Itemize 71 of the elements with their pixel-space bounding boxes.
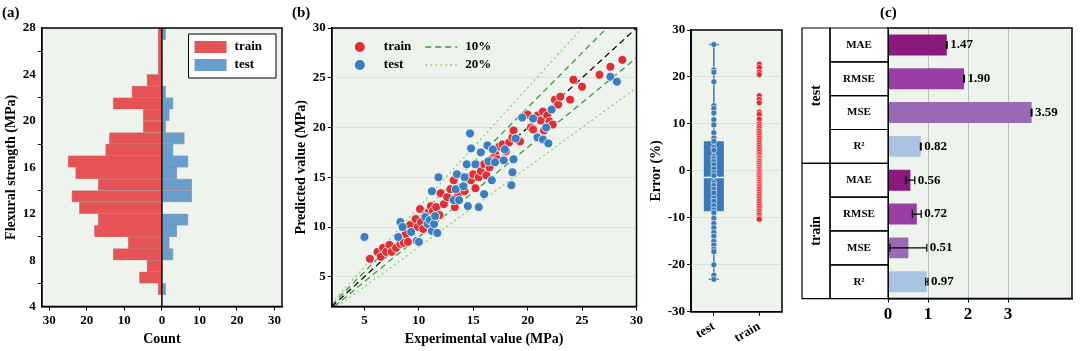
chart-title: (a) (2, 3, 20, 21)
data-label: 0.51 (929, 239, 953, 255)
data-label: 0.97 (931, 273, 955, 289)
x-tick-label: 30 (267, 311, 281, 327)
chart-title: (c) (880, 3, 897, 21)
y-tick-label: 20 (672, 68, 686, 84)
legend-label: 20% (465, 56, 492, 72)
y-tick-label: 10 (312, 218, 326, 234)
y-tick-label: 20 (22, 112, 36, 128)
y-tick-label: 30 (312, 19, 326, 35)
y-tick-label: 30 (672, 21, 686, 37)
x-tick-label: test (692, 317, 718, 341)
data-label: 3.59 (1035, 103, 1059, 119)
data-label: 0.72 (924, 205, 947, 221)
y-tick-label: 25 (312, 69, 327, 85)
data-label: 0.56 (917, 171, 942, 187)
legend-label: 10% (465, 38, 492, 54)
y-tick-label: 8 (29, 251, 37, 267)
y-tick-label: RMSE (843, 206, 875, 219)
y-axis-title: Error (%) (648, 139, 665, 202)
x-tick-label: 10 (412, 311, 426, 327)
x-tick-label: 20 (521, 311, 535, 327)
y-tick-label: 15 (312, 168, 327, 184)
y-tick-label: MSE (847, 105, 871, 118)
x-tick-label: 30 (630, 311, 643, 327)
data-label: 0.82 (924, 137, 947, 153)
x-tick-label: train (731, 317, 764, 345)
x-tick-label: 2 (963, 304, 973, 324)
y-tick-label: MAE (846, 173, 872, 186)
y-tick-label: -20 (667, 256, 686, 272)
y-tick-label: 5 (319, 268, 327, 284)
legend-label: train (234, 38, 263, 54)
legend-label: train (383, 38, 413, 54)
y-tick-label: 24 (22, 65, 37, 81)
legend-label: test (383, 56, 404, 72)
x-tick-label: 20 (230, 311, 244, 327)
x-tick-label: 0 (883, 304, 893, 324)
x-tick-label: 1 (923, 304, 933, 324)
y-tick-label: MSE (847, 240, 871, 253)
chart-title: (b) (292, 3, 311, 21)
y-tick-label: 16 (22, 158, 37, 174)
y-tick-label: R² (853, 139, 866, 152)
y-tick-label: 20 (312, 118, 326, 134)
data-label: 1.47 (950, 36, 974, 52)
x-axis-title: Count (143, 331, 181, 347)
x-tick-label: 10 (117, 311, 131, 327)
x-tick-label: 30 (42, 311, 56, 327)
y-tick-label: MAE (846, 37, 872, 50)
legend-label: test (234, 56, 255, 72)
x-tick-label: 10 (192, 311, 206, 327)
y-axis-title: Flexural strength (MPa) (3, 94, 20, 240)
text: train (807, 215, 823, 246)
x-tick-label: 5 (361, 311, 369, 327)
y-tick-label: 0 (678, 162, 686, 178)
y-tick-label: 12 (22, 205, 36, 221)
y-tick-label: RMSE (843, 71, 875, 84)
x-tick-label: 20 (80, 311, 94, 327)
y-tick-label: R² (853, 274, 866, 287)
x-tick-label: 3 (1003, 304, 1013, 324)
y-tick-label: -30 (667, 303, 686, 319)
y-axis-title: Predicted value (MPa) (293, 99, 310, 235)
x-tick-label: 25 (575, 311, 590, 327)
data-label: 1.90 (967, 70, 991, 86)
x-tick-label: 15 (466, 311, 481, 327)
text: test (807, 84, 823, 107)
x-tick-label: 0 (158, 311, 166, 327)
y-tick-label: 10 (672, 115, 686, 131)
x-axis-title: Experimental value (MPa) (404, 331, 564, 348)
y-tick-label: 4 (29, 297, 37, 313)
y-tick-label: 28 (22, 19, 37, 35)
y-tick-label: -10 (667, 209, 686, 225)
